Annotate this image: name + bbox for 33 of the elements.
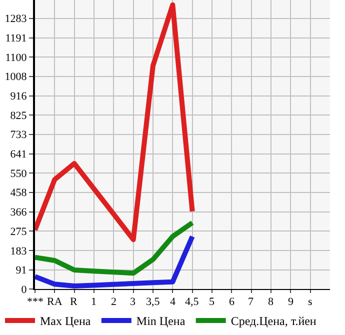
y-tick-label: 916 — [10, 90, 28, 103]
x-tick-label: s — [308, 296, 312, 308]
y-tick-label: 825 — [10, 110, 28, 122]
x-tick-label: 4 — [170, 296, 176, 308]
y-tick-label: 550 — [10, 168, 28, 180]
y-tick-label: 91 — [16, 264, 27, 277]
y-tick-label: 458 — [10, 187, 28, 200]
y-tick-label: 733 — [10, 129, 28, 142]
x-tick-label: RA — [47, 296, 62, 308]
y-tick-label: 275 — [10, 226, 28, 238]
x-tick-label: 3 — [130, 296, 136, 308]
x-tick-label: 6 — [229, 296, 235, 308]
x-tick-label: 5 — [209, 296, 215, 308]
x-tick-label: 9 — [288, 296, 294, 308]
y-tick-label: 1100 — [5, 52, 28, 64]
x-tick-label: 2 — [111, 296, 116, 308]
y-tick-label: 1191 — [5, 32, 27, 45]
y-tick-label: 641 — [10, 148, 27, 161]
y-tick-label: 183 — [10, 245, 28, 258]
legend-label: Max Цена — [40, 314, 92, 328]
y-tick-label: 1283 — [4, 13, 28, 26]
y-tick-label: 366 — [10, 206, 28, 219]
x-tick-label: 7 — [248, 296, 254, 308]
x-tick-label: 1 — [91, 296, 96, 308]
x-tick-label: 3,5 — [146, 296, 160, 308]
x-tick-label: R — [70, 296, 78, 308]
y-tick-label: 0 — [21, 284, 28, 296]
x-tick-label: *** — [27, 296, 44, 308]
legend-label: Сред.Цена, т.йен — [230, 314, 317, 328]
y-tick-label: 1008 — [4, 71, 28, 84]
x-tick-label: 4,5 — [185, 296, 200, 308]
legend-label: Min Цена — [136, 314, 186, 328]
x-tick-label: 8 — [268, 296, 274, 308]
